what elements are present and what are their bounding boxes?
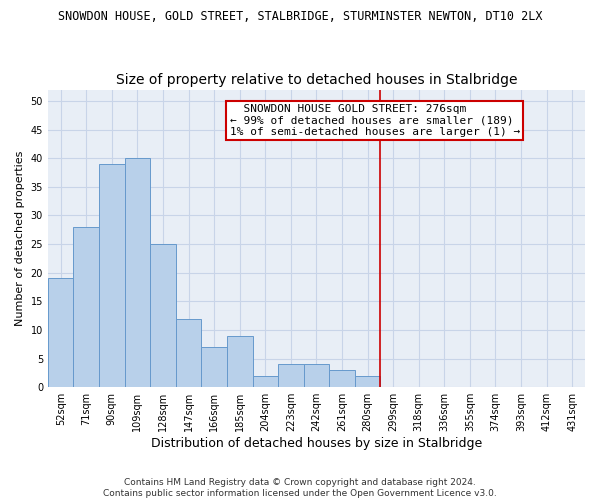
Bar <box>253 376 278 387</box>
Title: Size of property relative to detached houses in Stalbridge: Size of property relative to detached ho… <box>116 73 517 87</box>
Bar <box>48 278 73 387</box>
Y-axis label: Number of detached properties: Number of detached properties <box>15 150 25 326</box>
Bar <box>73 227 99 387</box>
Bar <box>227 336 253 387</box>
Bar <box>176 318 202 387</box>
Bar <box>278 364 304 387</box>
Text: Contains HM Land Registry data © Crown copyright and database right 2024.
Contai: Contains HM Land Registry data © Crown c… <box>103 478 497 498</box>
Bar <box>125 158 150 387</box>
Bar <box>355 376 380 387</box>
Text: SNOWDON HOUSE GOLD STREET: 276sqm  
← 99% of detached houses are smaller (189)
1: SNOWDON HOUSE GOLD STREET: 276sqm ← 99% … <box>230 104 520 137</box>
Bar <box>202 347 227 387</box>
Text: SNOWDON HOUSE, GOLD STREET, STALBRIDGE, STURMINSTER NEWTON, DT10 2LX: SNOWDON HOUSE, GOLD STREET, STALBRIDGE, … <box>58 10 542 23</box>
X-axis label: Distribution of detached houses by size in Stalbridge: Distribution of detached houses by size … <box>151 437 482 450</box>
Bar <box>150 244 176 387</box>
Bar <box>304 364 329 387</box>
Bar <box>329 370 355 387</box>
Bar <box>99 164 125 387</box>
